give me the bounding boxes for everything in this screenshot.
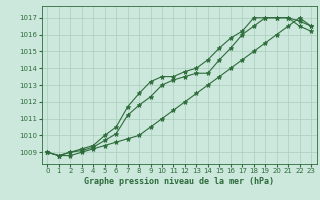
X-axis label: Graphe pression niveau de la mer (hPa): Graphe pression niveau de la mer (hPa) xyxy=(84,177,274,186)
